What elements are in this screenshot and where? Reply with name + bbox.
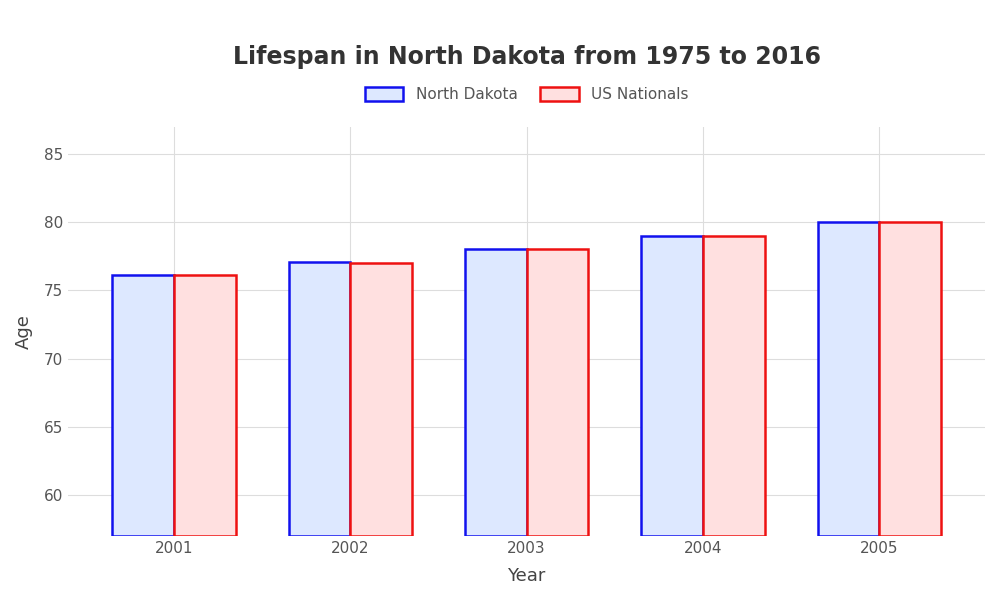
Bar — [289, 262, 350, 536]
Y-axis label: Age: Age — [15, 314, 33, 349]
Legend: North Dakota, US Nationals: North Dakota, US Nationals — [359, 81, 694, 108]
Bar — [350, 263, 412, 536]
Bar — [174, 275, 236, 536]
Title: Lifespan in North Dakota from 1975 to 2016: Lifespan in North Dakota from 1975 to 20… — [233, 45, 821, 69]
Bar — [112, 275, 174, 536]
Bar — [703, 236, 765, 536]
Bar — [465, 250, 527, 536]
Bar — [818, 222, 879, 536]
Bar — [879, 222, 941, 536]
Bar — [641, 236, 703, 536]
Bar — [527, 250, 588, 536]
X-axis label: Year: Year — [507, 567, 546, 585]
